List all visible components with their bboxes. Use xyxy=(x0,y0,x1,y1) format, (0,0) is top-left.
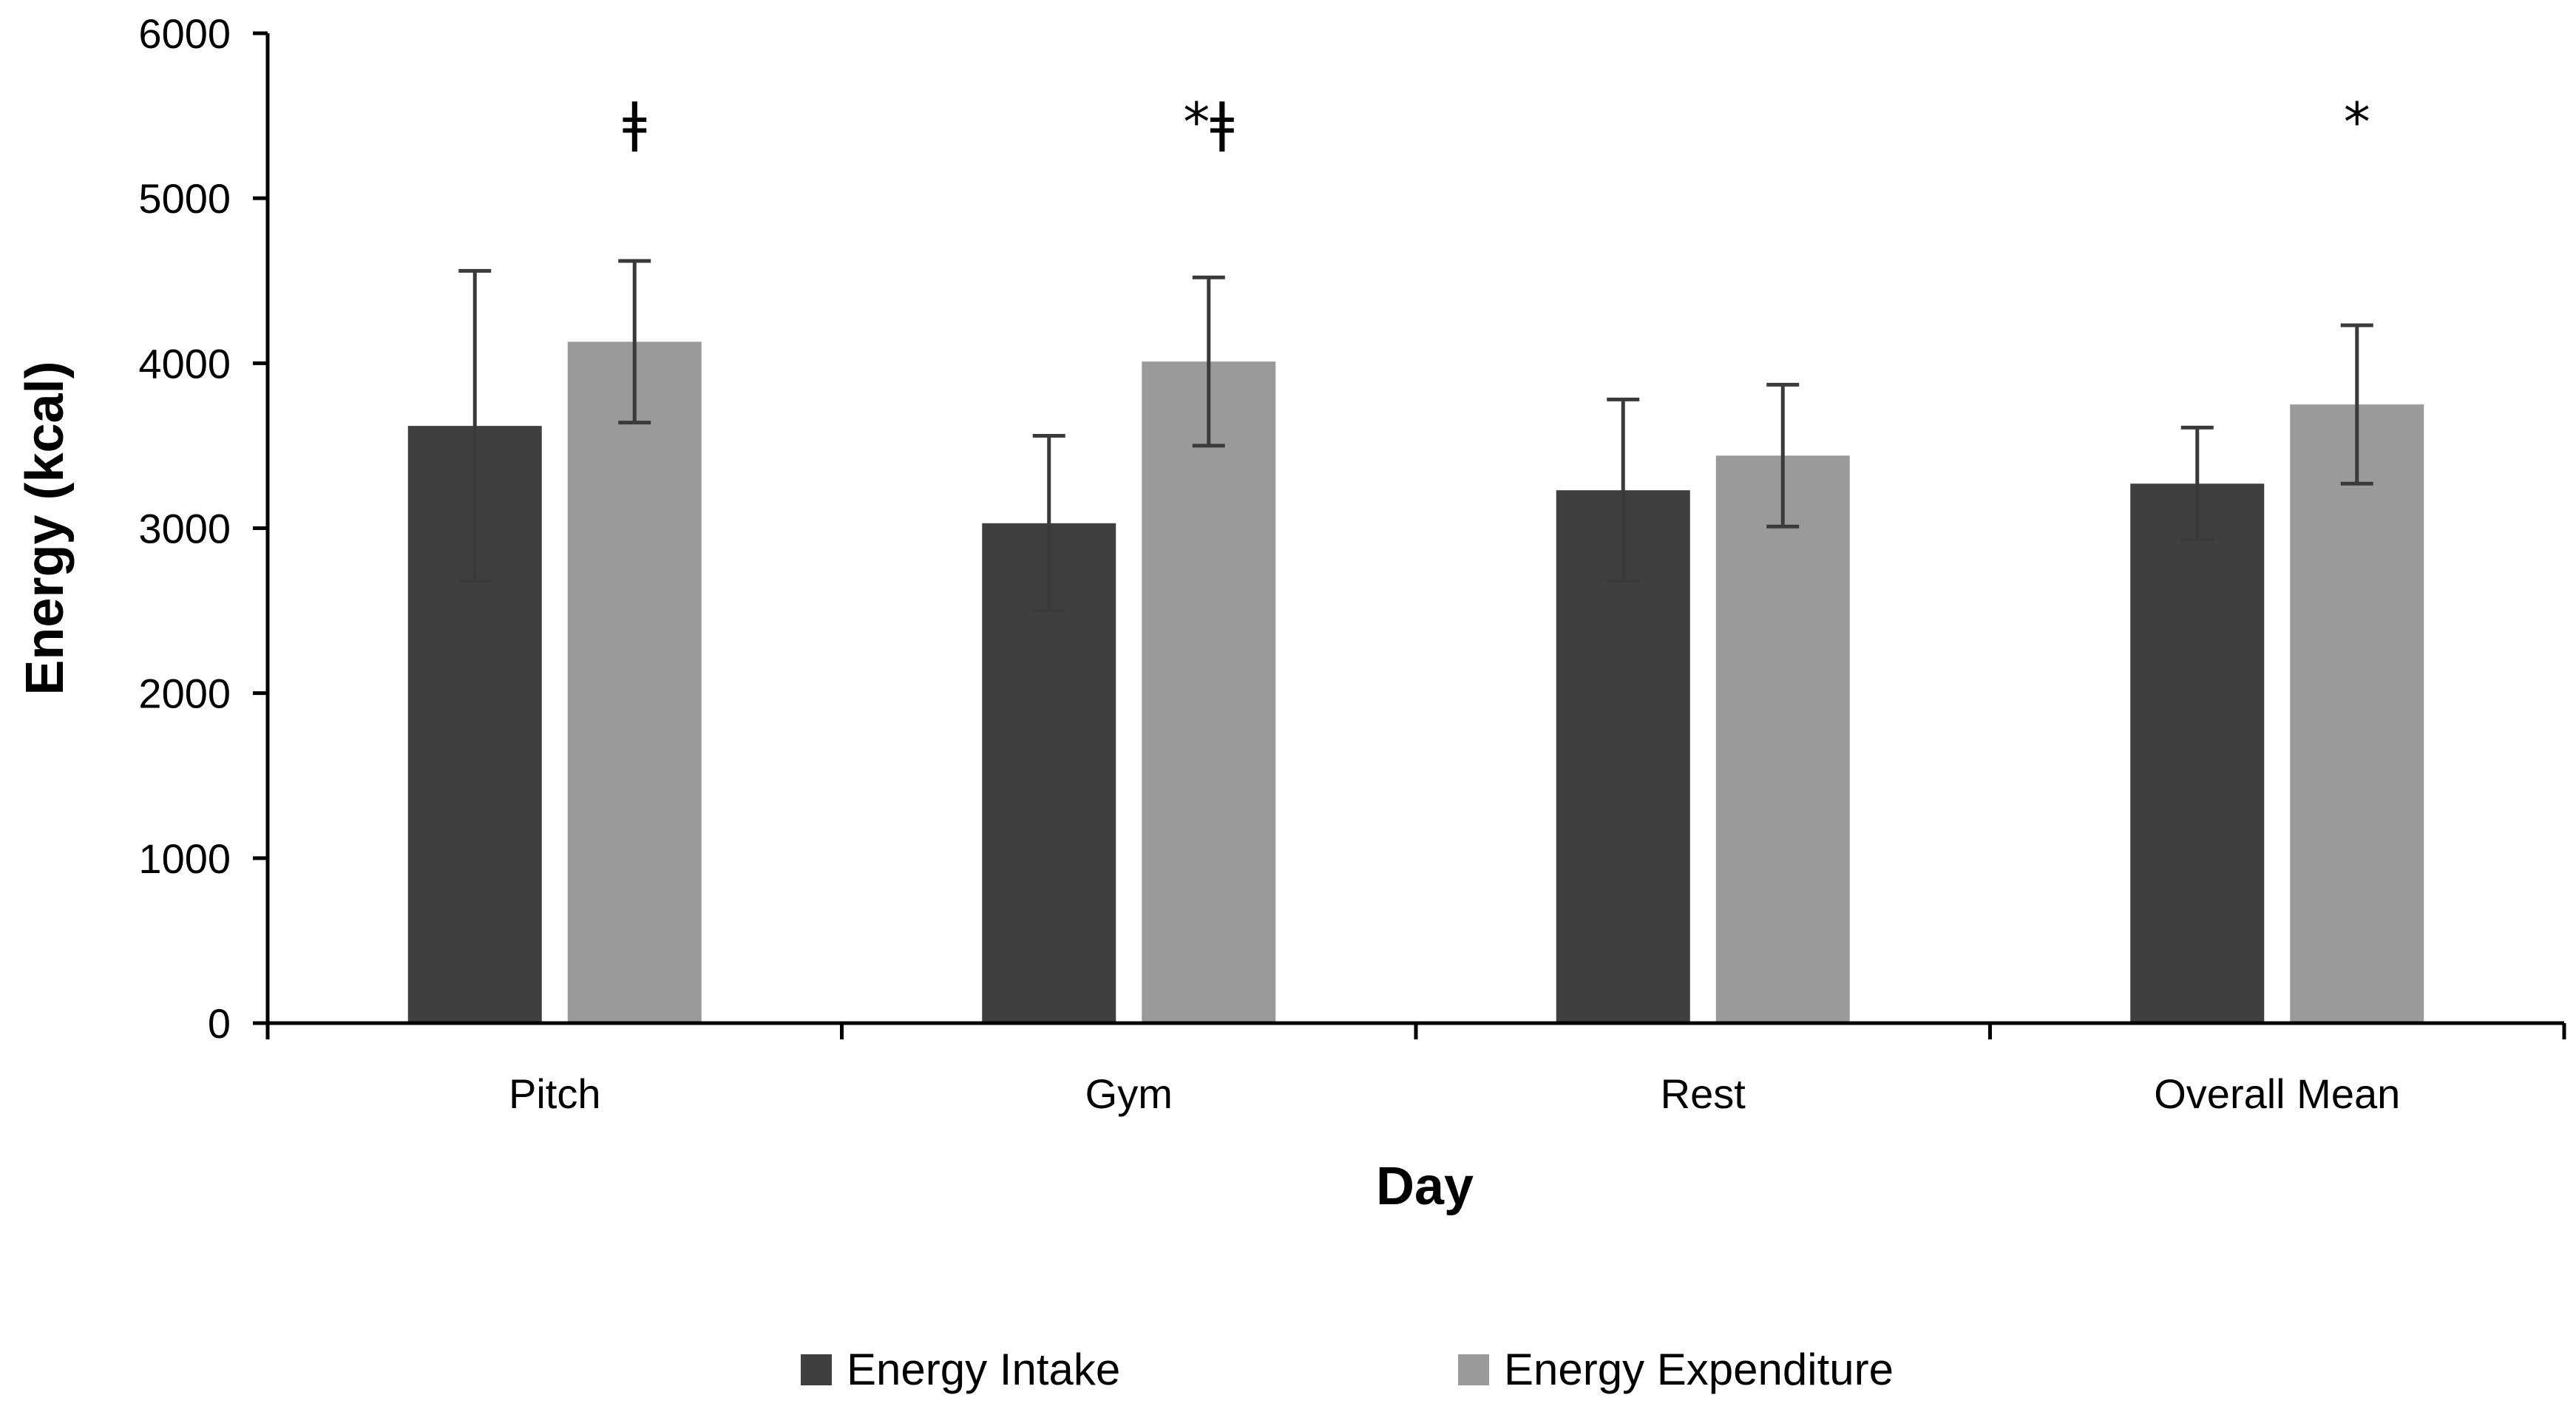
significance-marker-overall-mean: * xyxy=(2344,91,2370,153)
significance-marker-pitch: ǂ xyxy=(623,91,647,153)
bars-layer xyxy=(407,342,2424,1023)
y-tick-label: 1000 xyxy=(138,835,231,882)
bar-energy-expenditure-overall-mean xyxy=(2290,404,2424,1023)
annotations-layer: ǂ *ǂ * xyxy=(623,91,2370,153)
x-ticks: Pitch Gym Rest Overall Mean xyxy=(265,1023,2566,1117)
legend-swatch-energy-expenditure xyxy=(1458,1354,1489,1385)
y-tick-label: 3000 xyxy=(138,506,231,552)
x-tick-label: Gym xyxy=(1085,1070,1173,1117)
bar-energy-expenditure-gym xyxy=(1142,361,1276,1023)
y-tick-label: 2000 xyxy=(138,670,231,717)
y-tick-label: 0 xyxy=(208,1000,231,1047)
bar-energy-expenditure-rest xyxy=(1715,455,1850,1023)
y-ticks: 0 1000 2000 3000 4000 5000 6000 xyxy=(138,10,268,1047)
error-bars-layer xyxy=(458,259,2373,613)
legend: Energy Intake Energy Expenditure xyxy=(801,1345,1894,1394)
significance-marker-gym: *ǂ xyxy=(1183,91,1234,153)
y-tick-label: 5000 xyxy=(138,175,231,222)
bar-energy-intake-overall-mean xyxy=(2130,483,2265,1023)
x-tick-label: Overall Mean xyxy=(2154,1070,2400,1117)
x-axis-title: Day xyxy=(1376,1157,1474,1216)
legend-label-energy-expenditure: Energy Expenditure xyxy=(1504,1345,1894,1394)
x-tick-label: Rest xyxy=(1661,1070,1746,1117)
legend-swatch-energy-intake xyxy=(801,1354,832,1385)
bar-energy-expenditure-pitch xyxy=(567,342,702,1023)
y-tick-label: 4000 xyxy=(138,340,231,387)
y-tick-label: 6000 xyxy=(138,10,231,57)
y-axis-title: Energy (kcal) xyxy=(16,361,75,695)
legend-label-energy-intake: Energy Intake xyxy=(847,1345,1120,1394)
x-tick-label: Pitch xyxy=(509,1070,601,1117)
